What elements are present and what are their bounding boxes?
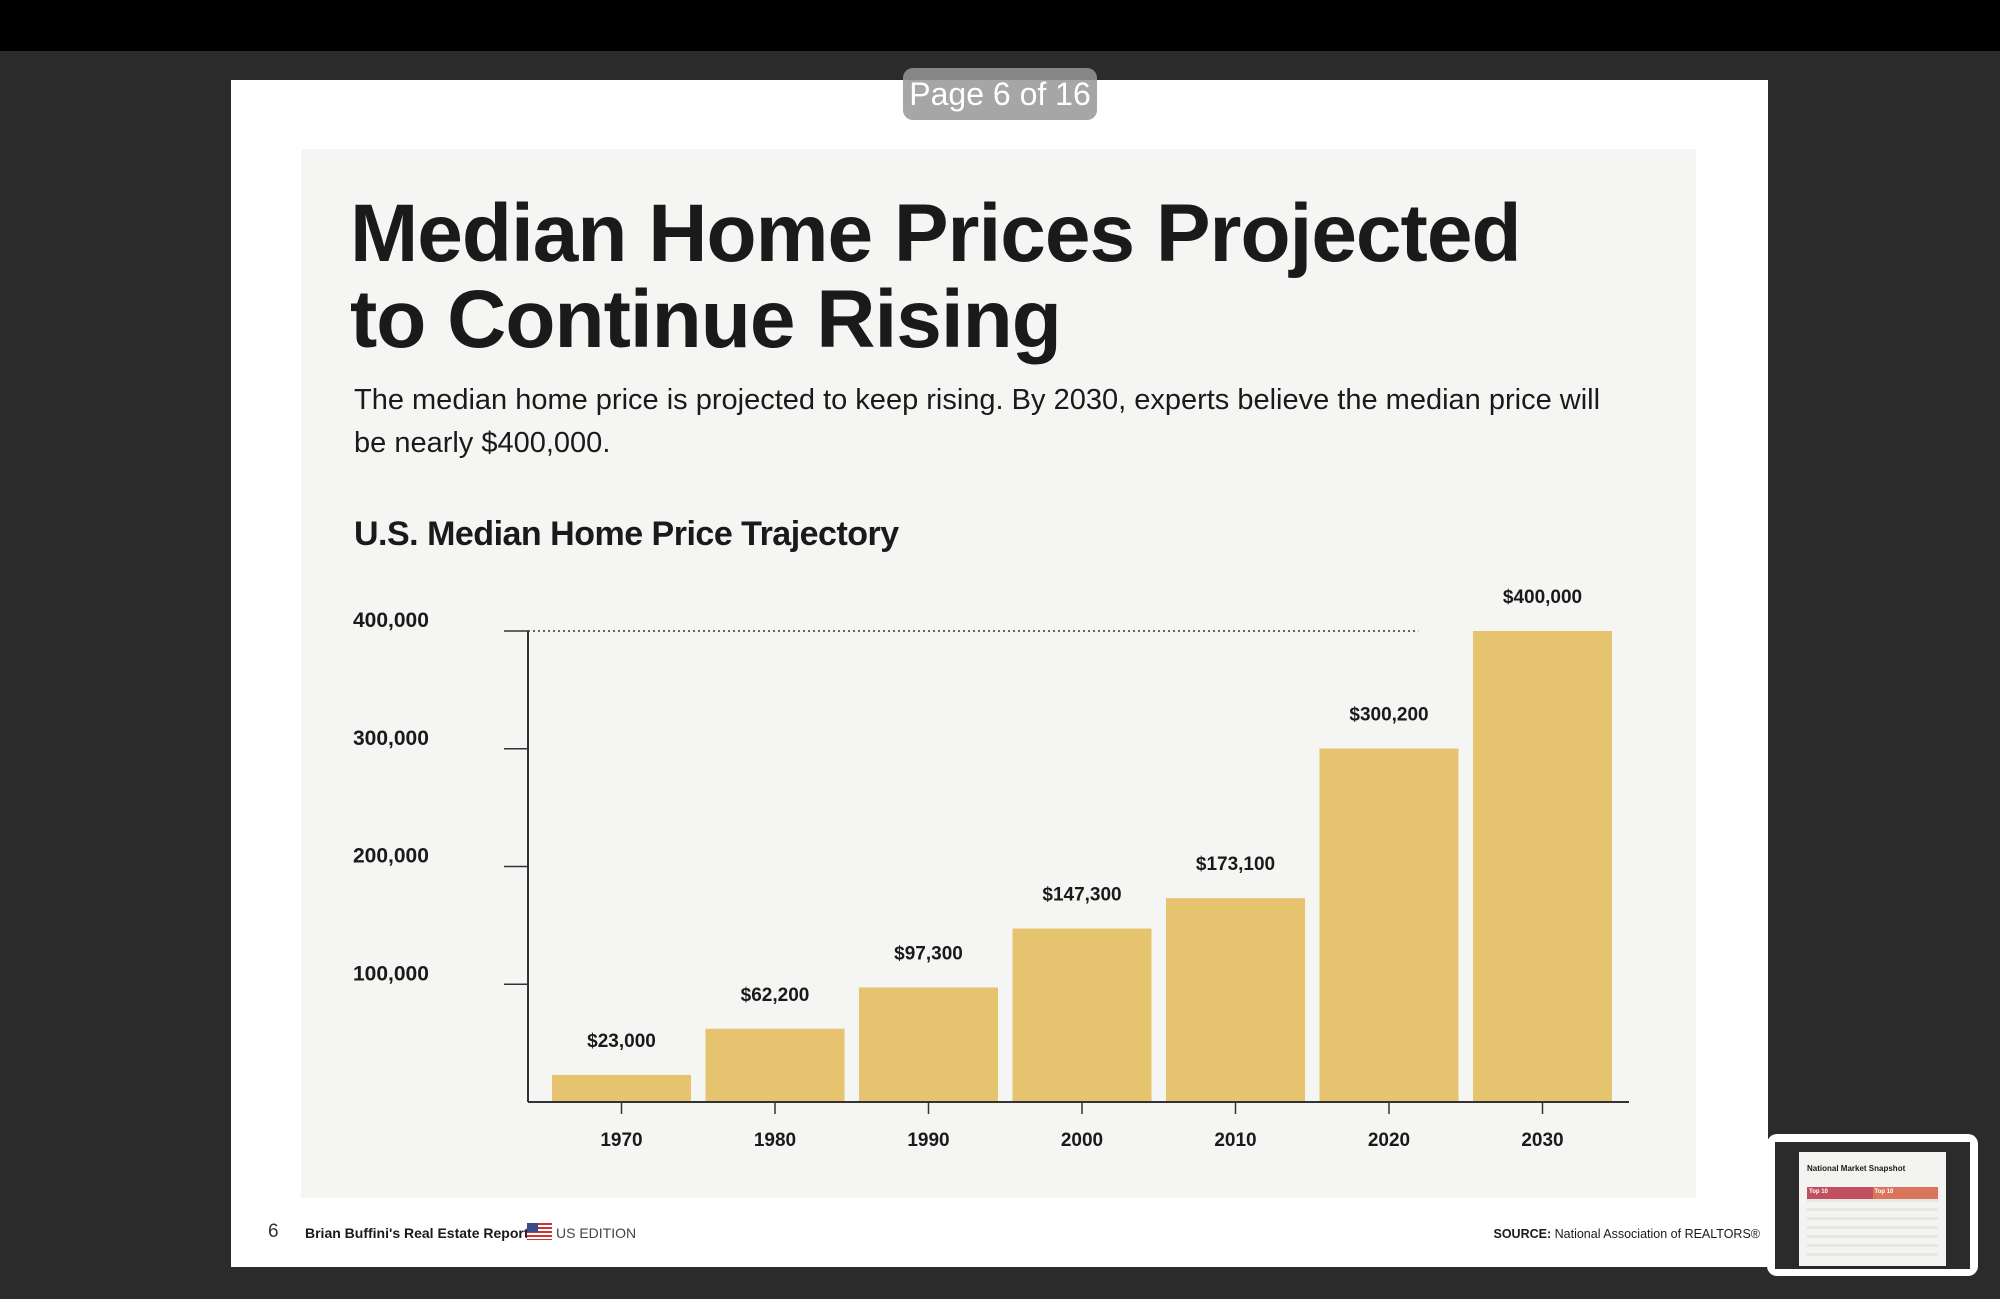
chart-title: U.S. Median Home Price Trajectory (354, 515, 899, 553)
value-label: $300,200 (1349, 705, 1428, 726)
y-tick-label: 400,000 (353, 609, 429, 632)
value-label: $62,200 (741, 985, 810, 1006)
value-label: $97,300 (894, 943, 963, 964)
value-label: $400,000 (1503, 587, 1582, 608)
x-tick-label: 2020 (1368, 1130, 1410, 1151)
us-flag-icon (527, 1223, 552, 1240)
bar-1980 (705, 1028, 845, 1102)
x-tick-label: 2000 (1061, 1130, 1103, 1151)
viewer-top-bar (0, 0, 2000, 51)
bar-2020 (1319, 748, 1459, 1102)
value-label: $23,000 (587, 1031, 656, 1052)
bar-2000 (1012, 928, 1152, 1102)
content-panel: Median Home Prices Projected to Continue … (301, 149, 1696, 1198)
bar-2030 (1473, 631, 1612, 1102)
thumbnail-badge-2: Top 10 (1872, 1187, 1938, 1199)
page-indicator: Page 6 of 16 (903, 68, 1097, 120)
bar-1970 (552, 1074, 691, 1102)
footer-report-name: Brian Buffini's Real Estate Report (305, 1225, 529, 1241)
thumbnail-title: National Market Snapshot (1807, 1164, 1906, 1173)
thumbnail-frame: National Market Snapshot Top 10 Top 10 (1775, 1142, 1970, 1269)
title-line-2: to Continue Rising (350, 274, 1062, 365)
page-title: Median Home Prices Projected to Continue … (350, 191, 1650, 363)
bar-2010 (1166, 898, 1305, 1102)
title-line-1: Median Home Prices Projected (350, 188, 1522, 279)
x-tick-label: 2030 (1521, 1130, 1563, 1151)
value-label: $173,100 (1196, 854, 1275, 875)
y-tick-label: 300,000 (353, 727, 429, 750)
y-tick-label: 200,000 (353, 845, 429, 868)
footer-page-number: 6 (268, 1221, 279, 1242)
page-subtitle: The median home price is projected to ke… (354, 384, 1601, 459)
y-tick-label: 100,000 (353, 962, 429, 985)
thumbnail-list (1807, 1199, 1938, 1259)
value-label: $147,300 (1042, 885, 1121, 906)
x-tick-label: 1980 (754, 1130, 796, 1151)
document-page: Median Home Prices Projected to Continue … (231, 80, 1768, 1267)
bar-1990 (859, 987, 998, 1102)
source-text: National Association of REALTORS® (1554, 1227, 1760, 1241)
source-label: SOURCE: (1493, 1227, 1552, 1241)
thumbnail-badge-1: Top 10 (1807, 1187, 1873, 1199)
x-tick-label: 1990 (907, 1130, 949, 1151)
x-tick-label: 1970 (600, 1130, 642, 1151)
thumbnail-page: National Market Snapshot Top 10 Top 10 (1799, 1152, 1946, 1266)
footer-edition: US EDITION (556, 1225, 637, 1241)
bar-chart: $23,000 1970 $62,200 1980 $97,300 1990 $147,30… (353, 587, 1629, 1151)
page-thumbnail[interactable]: National Market Snapshot Top 10 Top 10 (1767, 1134, 1978, 1276)
x-tick-label: 2010 (1214, 1130, 1256, 1151)
